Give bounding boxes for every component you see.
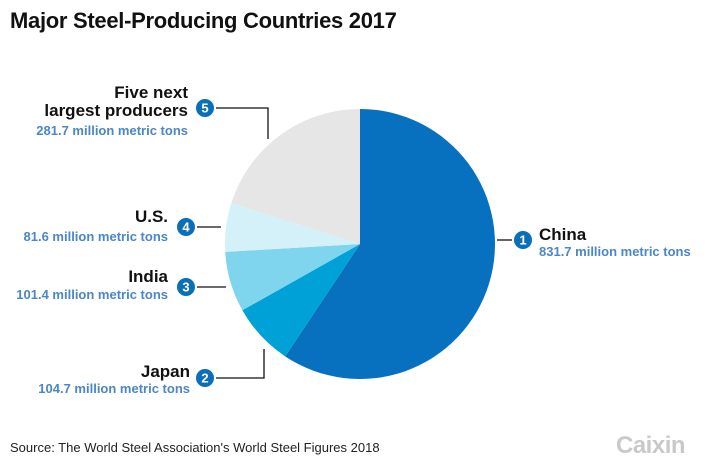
rank-number-1: 1	[519, 233, 526, 248]
rank-number-2: 2	[201, 371, 208, 386]
slice-value-4: 81.6 million metric tons	[24, 229, 169, 244]
slice-label-3: India	[128, 267, 168, 286]
pie-slice-2	[242, 244, 360, 357]
slice-value-5: 281.7 million metric tons	[36, 123, 188, 138]
slice-label-2: Japan	[141, 362, 190, 381]
rank-badge-1	[514, 231, 532, 249]
slice-value-3: 101.4 million metric tons	[16, 287, 168, 302]
pie-slice-1	[285, 109, 495, 379]
rank-badge-3	[177, 278, 195, 296]
slice-label-4: U.S.	[135, 207, 168, 226]
rank-badge-2	[196, 369, 214, 387]
slice-value-1: 831.7 million metric tons	[539, 244, 691, 259]
slice-value-2: 104.7 million metric tons	[38, 381, 190, 396]
rank-number-3: 3	[182, 280, 189, 295]
brand-logo: Caixin	[616, 432, 686, 459]
pie-slice-5	[231, 109, 360, 244]
slice-label-5: Five next largest producers	[44, 83, 188, 120]
source-note: Source: The World Steel Association's Wo…	[10, 440, 380, 455]
rank-number-5: 5	[201, 101, 208, 116]
pie-slice-3	[225, 244, 360, 311]
chart-title: Major Steel-Producing Countries 2017	[10, 8, 397, 33]
pie-slice-4	[224, 203, 360, 252]
rank-number-4: 4	[182, 220, 190, 235]
rank-badge-4	[177, 218, 195, 236]
leader-line-2	[216, 349, 265, 379]
slice-label-1: China	[539, 225, 587, 244]
leader-line-5	[216, 107, 269, 139]
rank-badge-5	[196, 99, 214, 117]
